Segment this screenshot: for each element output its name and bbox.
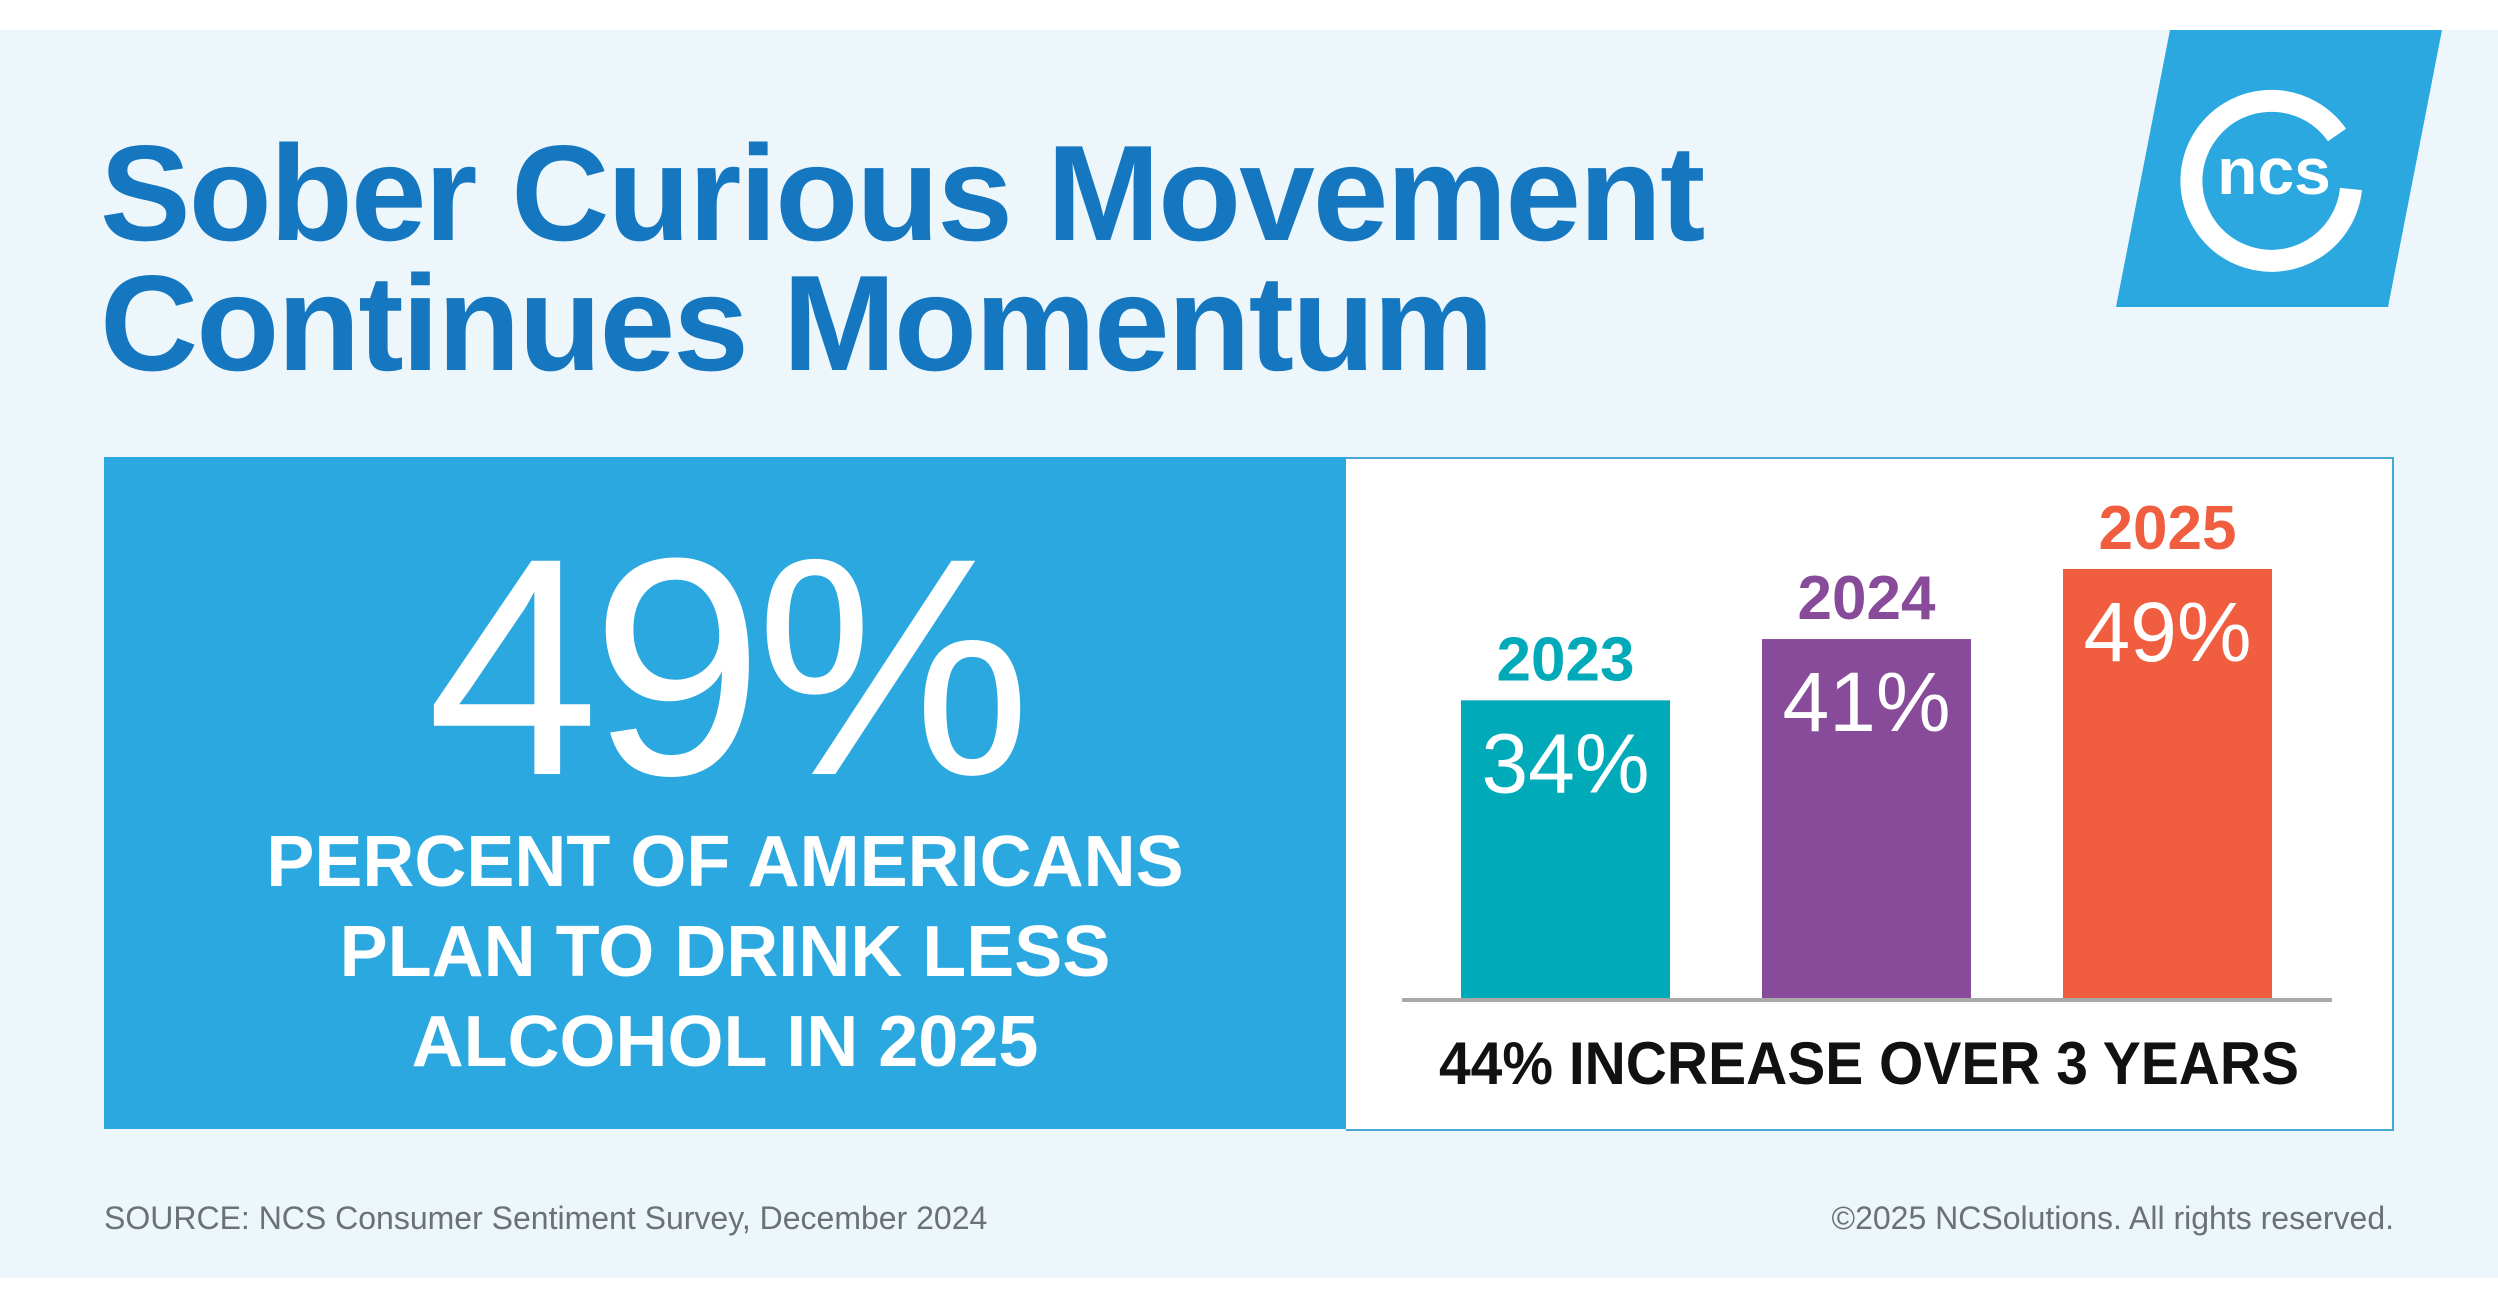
category-label-2024: 2024 (1798, 564, 1936, 633)
logo-ring (2180, 89, 2362, 272)
bar-chart: 2023 34% 2024 41% 2025 49% 44% INCREASE OVER 3… (1402, 494, 2332, 1097)
title-line-1: Sober Curious Movement (100, 117, 1705, 269)
value-label-2023: 34% (1481, 716, 1649, 810)
value-label-2025: 49% (2083, 585, 2251, 679)
copyright-note: ©2025 NCSolutions. All rights reserved. (1831, 1200, 2394, 1236)
value-label-2024: 41% (1782, 655, 1950, 749)
bar-2023 (1461, 700, 1670, 998)
logo-text: ncs (2217, 134, 2331, 208)
source-note: SOURCE: NCS Consumer Sentiment Survey, D… (104, 1200, 988, 1236)
category-label-2025: 2025 (2099, 494, 2237, 563)
ncs-logo-icon: ncs (2116, 30, 2442, 307)
highlight-value: 49% (426, 493, 1031, 840)
bar-2025 (2063, 569, 2272, 998)
bar-2024 (1762, 639, 1971, 998)
chart-caption: 44% INCREASE OVER 3 YEARS (1439, 1030, 2299, 1097)
highlight-caption: PERCENT OF AMERICANS PLAN TO DRINK LESS … (104, 817, 1346, 1087)
highlight-caption-line-3: ALCOHOL IN 2025 (411, 1002, 1039, 1082)
highlight-caption-line-2: PLAN TO DRINK LESS (339, 912, 1111, 992)
highlight-panel: 49% PERCENT OF AMERICANS PLAN TO DRINK L… (104, 457, 1346, 1129)
chart-panel: 2023 34% 2024 41% 2025 49% 44% INCREASE OVER 3… (1346, 457, 2394, 1131)
page-title: Sober Curious Movement Continues Momentu… (100, 117, 1705, 399)
logo-parallelogram (2116, 30, 2442, 307)
title-line-2: Continues Momentum (100, 247, 1494, 399)
category-label-2023: 2023 (1497, 625, 1635, 694)
highlight-caption-line-1: PERCENT OF AMERICANS (266, 822, 1184, 902)
